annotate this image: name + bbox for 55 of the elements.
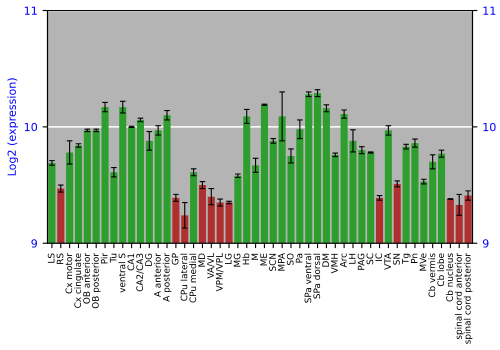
x-tick-label: LG xyxy=(224,254,232,264)
x-tick-label: CPu medial xyxy=(189,254,196,302)
x-tick-label: MD xyxy=(198,253,205,267)
x-tick-label: Hb xyxy=(242,253,250,264)
x-tick-label: A posterior xyxy=(162,252,172,302)
x-tick-label: PAG xyxy=(358,254,364,270)
x-tick-label: DG xyxy=(145,254,152,266)
x-tick-label: CPu lateral xyxy=(180,254,188,301)
x-tick-label: Cb nucleus xyxy=(446,253,453,302)
x-tick-label: RS xyxy=(56,253,64,264)
x-tick-label: CA2/CA3 xyxy=(136,254,144,292)
x-tick-label: IC xyxy=(375,253,382,261)
x-tick-label: Pir xyxy=(100,252,108,264)
x-tick-label: A anterior xyxy=(154,252,161,298)
x-tick-label: ME xyxy=(260,254,267,266)
x-tick-label: Tu xyxy=(110,254,116,263)
x-tick-label: MVe xyxy=(420,253,426,271)
x-tick-label: Pa xyxy=(296,254,302,263)
y-tick-label: 10 xyxy=(24,122,38,132)
x-tick-label: Cb lobe xyxy=(437,253,444,286)
x-tick-label: SO xyxy=(286,253,294,266)
x-tick-label: spinal cord anterior xyxy=(454,252,464,340)
x-tick-label: Pn xyxy=(410,254,418,263)
x-tick-label: LH xyxy=(348,254,356,264)
x-tick-label: SCN xyxy=(269,254,276,271)
x-tick-label: Arc xyxy=(340,254,347,268)
x-tick-label: spinal cord posterior xyxy=(464,252,472,344)
y-tick-label: 9 xyxy=(31,239,37,248)
x-tick-label: OB posterior xyxy=(92,252,100,308)
y-tick-label: 11 xyxy=(24,6,37,15)
x-tick-label: Cb vermis xyxy=(428,253,436,298)
x-tick-label: GP xyxy=(172,253,178,265)
x-tick-label: Cx cingulate xyxy=(74,253,83,308)
x-tick-label: MPA xyxy=(278,253,285,271)
y2-tick-label: 11 xyxy=(483,6,496,15)
x-tick-label: Tg xyxy=(402,254,410,264)
x-tick-label: SC xyxy=(366,253,374,264)
x-tick-label: VPM/VPL xyxy=(216,253,224,292)
x-tick-label: CA1 xyxy=(127,254,134,270)
x-tick-label: SPa dorsal xyxy=(313,254,320,299)
x-tick-label: VA/VL xyxy=(207,253,215,279)
x-tick-label: ventral S xyxy=(118,253,126,293)
x-tick-label: VTA xyxy=(384,253,391,270)
x-tick-label: OB anterior xyxy=(83,252,90,304)
x-tick-label: VMH xyxy=(331,254,338,274)
x-tick-label: SPa ventral xyxy=(304,254,312,303)
x-tick-label: M xyxy=(252,254,258,260)
x-tick-label: MG xyxy=(234,254,240,267)
x-tick-label: SN xyxy=(393,254,400,265)
x-tick-label: Cx motor xyxy=(65,252,72,294)
y-axis-title: Log2 (expression) xyxy=(7,78,18,176)
x-tick-label: LS xyxy=(48,253,55,263)
y2-tick-label: 9 xyxy=(482,239,489,248)
y2-tick-label: 10 xyxy=(483,122,496,132)
x-tick-label: DM xyxy=(322,254,329,267)
